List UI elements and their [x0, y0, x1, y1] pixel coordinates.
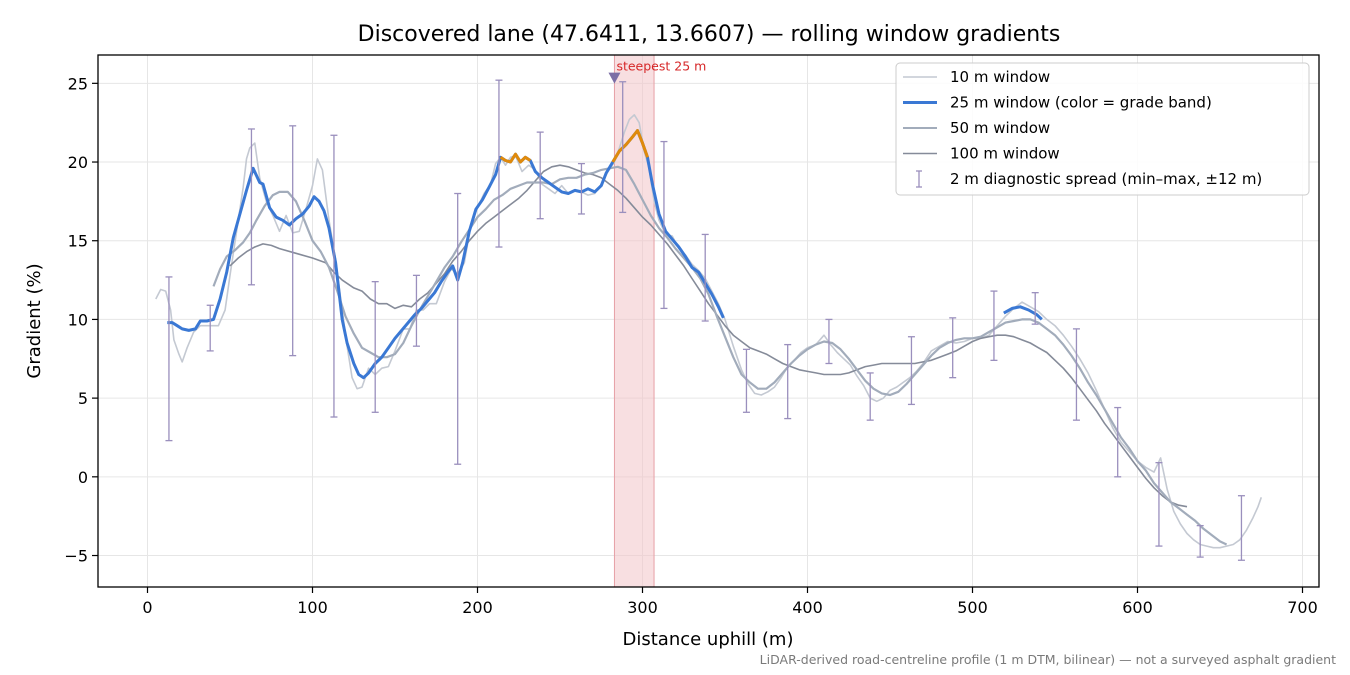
axis-ticks: 0 100 200 300 400 500 600 700 −5 0 5 10 15 20 25 — [64, 74, 1317, 617]
errorbar — [577, 162, 585, 215]
x-tick-label: 600 — [1122, 598, 1153, 617]
errorbar — [866, 372, 874, 421]
legend-label: 10 m window — [950, 68, 1050, 86]
x-tick-label: 300 — [627, 598, 658, 617]
y-tick-label: 15 — [68, 232, 88, 251]
y-tick-label: 5 — [78, 389, 88, 408]
errorbar — [495, 79, 503, 248]
errorbar — [206, 304, 214, 352]
legend-item-w100: 100 m window — [903, 145, 1060, 163]
steepest-annotation: steepest 25 m — [616, 59, 706, 74]
errorbar — [1196, 524, 1204, 558]
legend-item-w10: 10 m window — [903, 68, 1050, 86]
legend-label: 25 m window (color = grade band) — [950, 94, 1212, 112]
x-tick-label: 200 — [462, 598, 493, 617]
legend-item-w25: 25 m window (color = grade band) — [903, 94, 1212, 112]
steepest-marker — [608, 72, 621, 84]
x-tick-label: 100 — [297, 598, 328, 617]
series-10m-line — [155, 114, 1263, 549]
x-tick-label: 700 — [1287, 598, 1318, 617]
x-axis-label: Distance uphill (m) — [623, 629, 794, 650]
chart-title: Discovered lane (47.6411, 13.6607) — rol… — [358, 22, 1061, 47]
x-tick-label: 400 — [792, 598, 823, 617]
legend-label: 2 m diagnostic spread (min–max, ±12 m) — [950, 170, 1262, 188]
errorbar — [165, 276, 173, 442]
series-100m-line — [229, 164, 1188, 508]
errorbar — [289, 125, 297, 357]
footnote: LiDAR-derived road-centreline profile (1… — [760, 652, 1336, 667]
x-tick-label: 500 — [957, 598, 988, 617]
errorbar — [825, 318, 833, 365]
series-layer — [155, 114, 1263, 549]
errorbar — [907, 336, 915, 406]
series-50m-line — [212, 165, 1228, 546]
series-25m-steep-segment — [499, 152, 532, 164]
plot-frame — [97, 54, 1320, 588]
errorbar — [990, 290, 998, 361]
errorbar-layer — [165, 79, 1245, 561]
errorbar — [619, 81, 627, 214]
errorbar — [701, 233, 709, 322]
errorbar — [1072, 328, 1080, 421]
legend-label: 100 m window — [950, 145, 1060, 163]
errorbar — [784, 343, 792, 420]
legend-item-err: 2 m diagnostic spread (min–max, ±12 m) — [916, 170, 1262, 188]
y-tick-label: 10 — [68, 310, 88, 329]
y-tick-label: 25 — [68, 74, 88, 93]
legend-box — [895, 62, 1310, 196]
errorbar — [247, 128, 255, 286]
series-25m-segment — [1003, 305, 1043, 321]
errorbar — [454, 192, 462, 465]
legend: 10 m window 25 m window (color = grade ba… — [895, 62, 1310, 196]
errorbar — [1155, 462, 1163, 547]
y-tick-label: −5 — [64, 547, 88, 566]
annotation-layer: steepest 25 m — [608, 59, 706, 84]
legend-label: 50 m window — [950, 119, 1050, 137]
x-tick-label: 0 — [142, 598, 152, 617]
y-axis-label: Gradient (%) — [24, 263, 45, 378]
errorbar — [742, 348, 750, 413]
errorbar — [330, 134, 338, 418]
legend-item-w50: 50 m window — [903, 119, 1050, 137]
errorbar — [1114, 406, 1122, 478]
errorbar — [1237, 495, 1245, 561]
errorbar — [1031, 292, 1039, 325]
y-tick-label: 0 — [78, 468, 88, 487]
series-25m-steep-segment — [611, 129, 649, 163]
errorbar — [536, 131, 544, 220]
errorbar — [949, 317, 957, 379]
errorbar — [660, 140, 668, 310]
errorbar — [412, 274, 420, 347]
errorbar — [371, 281, 379, 413]
y-tick-label: 20 — [68, 153, 88, 172]
